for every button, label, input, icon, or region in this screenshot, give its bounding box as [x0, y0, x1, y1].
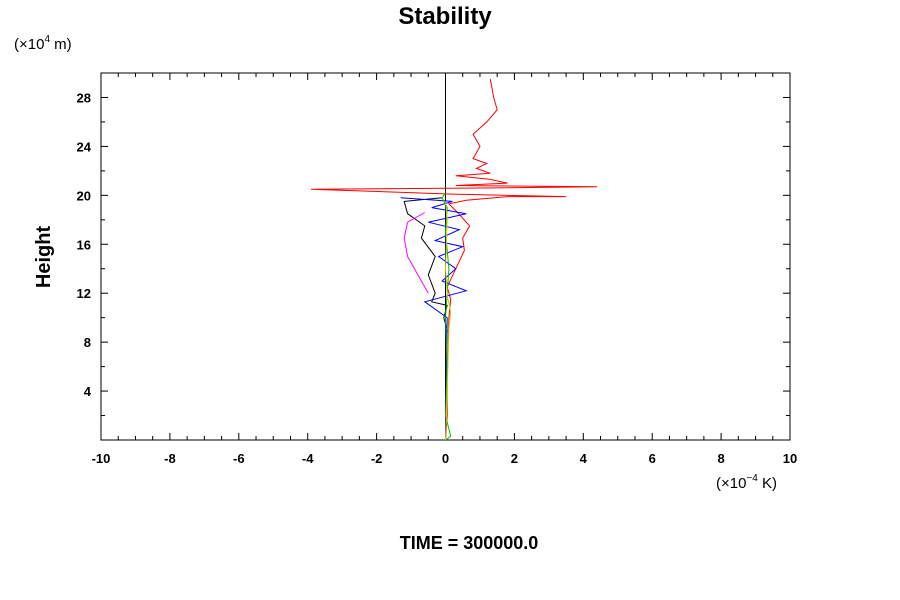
y-tick-label: 20 [77, 188, 91, 203]
chart-title: Stability [398, 3, 492, 30]
x-tick-label: -6 [233, 451, 245, 466]
series-line-4 [403, 212, 429, 294]
series-line-6 [444, 201, 452, 441]
x-tick-label: -4 [302, 451, 314, 466]
time-footer: TIME = 300000.0 [400, 533, 539, 553]
y-tick-label: 16 [77, 237, 91, 252]
series-line-1 [311, 79, 598, 441]
x-tick-label: 4 [580, 451, 588, 466]
x-tick-label: 8 [717, 451, 724, 466]
x-tick-label: 6 [649, 451, 656, 466]
y-tick-label: 24 [77, 139, 92, 154]
series-line-3 [400, 197, 468, 441]
x-tick-label: 10 [783, 451, 797, 466]
x-tick-label: 0 [442, 451, 449, 466]
x-tick-label: -10 [92, 451, 111, 466]
x-tick-label: 2 [511, 451, 518, 466]
y-tick-label: 28 [77, 90, 91, 105]
y-tick-label: 8 [84, 335, 91, 350]
series-line-2 [403, 197, 448, 441]
x-unit-label: (×10−4 K) [716, 473, 777, 492]
y-unit-label: (×104 m) [14, 34, 72, 53]
y-tick-label: 4 [84, 384, 92, 399]
y-axis-label: Height [33, 226, 55, 289]
y-tick-label: 12 [77, 286, 91, 301]
x-tick-label: -2 [371, 451, 383, 466]
x-tick-label: -8 [164, 451, 176, 466]
